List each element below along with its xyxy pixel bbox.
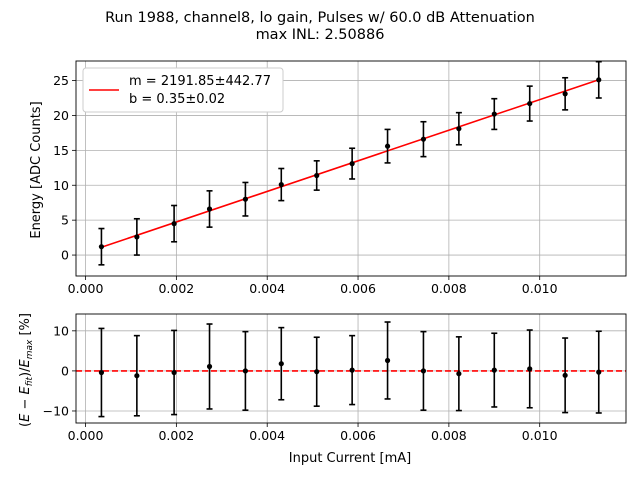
top-data-point [562,91,568,97]
top-data-point [98,244,105,250]
bottom-x-tick-label: 0.000 [68,428,104,443]
bottom-y-axis-label: (E − Efit)/Emax [%] [18,313,35,427]
bottom-y-tick-label: −10 [43,403,69,418]
top-data-point [384,143,391,149]
bottom-data-point [278,361,284,367]
bottom-data-point [596,369,602,375]
top-y-axis-label: Energy [ADC Counts] [29,101,44,238]
bottom-y-tick-label: 10 [53,323,69,338]
chart-title: Run 1988, channel8, lo gain, Pulses w/ 6… [105,10,535,26]
top-axes-frame [75,60,627,277]
top-x-tick-label: 0.000 [68,281,104,296]
legend: m = 2191.85±442.77 b = 0.35±0.02 [82,67,284,113]
top-x-tick-label: 0.008 [431,281,467,296]
top-data-point [206,206,213,212]
bottom-data-point [384,357,391,364]
bottom-data-point [420,368,427,374]
top-x-tick-label: 0.004 [249,281,285,296]
legend-label-m: m = 2191.85±442.77 [129,74,271,89]
top-data-point [349,161,355,167]
bottom-data-point [171,369,177,376]
top-y-tick-label: 10 [53,178,69,193]
x-axis-label: Input Current [mA] [289,451,411,466]
top-x-tick-label: 0.006 [340,281,376,296]
bottom-data-point [491,367,497,373]
legend-label-b: b = 0.35±0.02 [129,92,225,107]
bottom-x-tick-label: 0.008 [431,428,467,443]
bottom-panel: 0.000 0.002 0.004 0.006 0.008 0.010 −10 0 10 [43,313,627,443]
top-data-point [134,234,140,240]
top-data-point [491,111,497,117]
bottom-data-point [314,369,320,375]
bottom-data-point [349,367,355,373]
bottom-data-point [134,373,140,379]
top-y-tick-label: 5 [61,213,69,228]
top-data-point [242,196,249,202]
bottom-x-tick-label: 0.006 [340,428,376,443]
bottom-data-point [206,363,213,370]
bottom-data-point [98,369,105,376]
top-x-tick-label: 0.010 [522,281,558,296]
bottom-x-tick-label: 0.010 [522,428,558,443]
top-x-tick-label: 0.002 [158,281,194,296]
top-y-tick-label: 20 [53,108,69,123]
bottom-data-point [562,372,568,378]
bottom-x-tick-label: 0.004 [249,428,285,443]
chart-subtitle: max INL: 2.50886 [256,27,385,43]
bottom-data-point [527,366,533,372]
top-data-point [527,100,533,107]
top-data-point [171,221,177,227]
top-data-point [314,172,320,179]
top-data-point [278,181,284,188]
top-data-point [456,126,462,132]
bottom-data-point [242,368,249,374]
top-y-tick-label: 0 [61,248,69,263]
top-data-point [596,77,602,83]
top-y-tick-label: 25 [53,73,69,88]
bottom-data-point [456,371,462,377]
top-data-point [420,136,427,142]
legend-frame [82,67,284,113]
bottom-y-tick-label: 0 [61,363,69,378]
top-y-tick-label: 15 [53,143,69,158]
bottom-x-tick-label: 0.002 [158,428,194,443]
bottom-axes-frame [75,313,627,424]
